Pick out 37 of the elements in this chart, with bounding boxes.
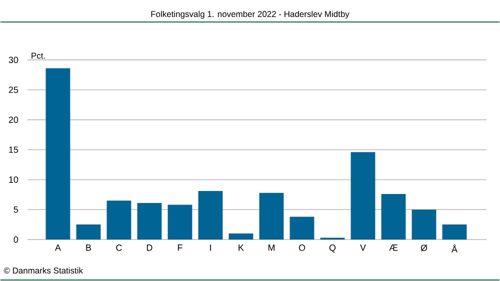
bar xyxy=(259,192,284,240)
x-tick-label: V xyxy=(360,244,366,251)
y-axis-title: Pct. xyxy=(32,52,45,58)
x-tick-label: Å xyxy=(452,244,458,252)
y-tick-label: 5 xyxy=(14,206,18,212)
x-tick-label: B xyxy=(86,244,91,251)
bar xyxy=(76,224,101,240)
bar xyxy=(168,204,192,240)
x-tick-label: O xyxy=(298,244,306,251)
x-tick-label: F xyxy=(178,244,182,251)
chart-title: Folketingsvalg 1. november 2022 - Haderslev Midtby xyxy=(151,10,350,19)
x-tick-label: Q xyxy=(329,244,336,252)
bar xyxy=(137,202,162,240)
text: © Danmarks Statistik xyxy=(4,267,84,274)
bar xyxy=(290,216,314,240)
y-tick-label: 15 xyxy=(9,146,18,153)
bar xyxy=(350,152,376,240)
x-tick-label: Æ xyxy=(389,244,398,251)
y-tick-label: 10 xyxy=(9,176,18,183)
x-tick-label: M xyxy=(268,244,274,251)
x-tick-label: Ø xyxy=(420,244,428,251)
x-tick-label: I xyxy=(210,244,211,251)
bar xyxy=(381,194,406,240)
x-tick-label: A xyxy=(54,244,61,251)
x-tick-label: D xyxy=(146,244,152,251)
x-tick-label: C xyxy=(116,244,122,251)
bar xyxy=(46,68,70,240)
bar xyxy=(412,209,436,240)
bar xyxy=(228,233,254,240)
y-tick-label: 30 xyxy=(8,56,18,63)
bar xyxy=(198,190,223,240)
y-tick-label: 20 xyxy=(8,116,18,123)
bar xyxy=(106,200,132,240)
y-tick-label: 0 xyxy=(14,236,18,242)
x-tick-label: K xyxy=(238,244,244,251)
bar xyxy=(442,224,467,240)
y-tick-label: 25 xyxy=(8,86,18,93)
